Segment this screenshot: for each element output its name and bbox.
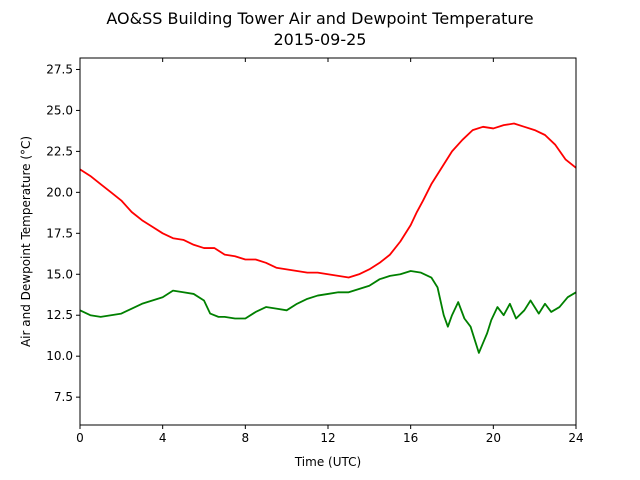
y-tick-label: 10.0 (46, 349, 73, 363)
x-tick-label: 0 (76, 431, 84, 445)
plot-frame (79, 57, 577, 426)
y-tick-label: 25.0 (46, 103, 73, 117)
y-tick-label: 12.5 (46, 308, 73, 322)
y-axis-label: Air and Dewpoint Temperature (°C) (19, 136, 33, 347)
y-tick-label: 7.5 (54, 390, 73, 404)
y-tick-label: 15.0 (46, 267, 73, 281)
y-tick-label: 17.5 (46, 226, 73, 240)
series-line-0 (79, 122, 577, 279)
y-tick-label: 20.0 (46, 185, 73, 199)
x-tick-label: 4 (159, 431, 167, 445)
chart-subtitle: 2015-09-25 (274, 30, 367, 49)
x-tick-label: 24 (568, 431, 583, 445)
x-tick-label: 12 (320, 431, 335, 445)
chart-title: AO&SS Building Tower Air and Dewpoint Te… (106, 9, 533, 28)
x-tick-label: 8 (242, 431, 250, 445)
x-tick-label: 20 (486, 431, 501, 445)
series-line-1 (79, 270, 577, 354)
ticks-group: 0 4 8 12 16 20 24 7.5 10.0 12.5 15.0 17.5 20.0 22.5 25… (46, 58, 584, 445)
y-tick-label: 27.5 (46, 62, 73, 76)
x-tick-label: 16 (403, 431, 418, 445)
series-group (79, 122, 577, 354)
y-tick-label: 22.5 (46, 144, 73, 158)
x-axis-label: Time (UTC) (294, 455, 361, 469)
